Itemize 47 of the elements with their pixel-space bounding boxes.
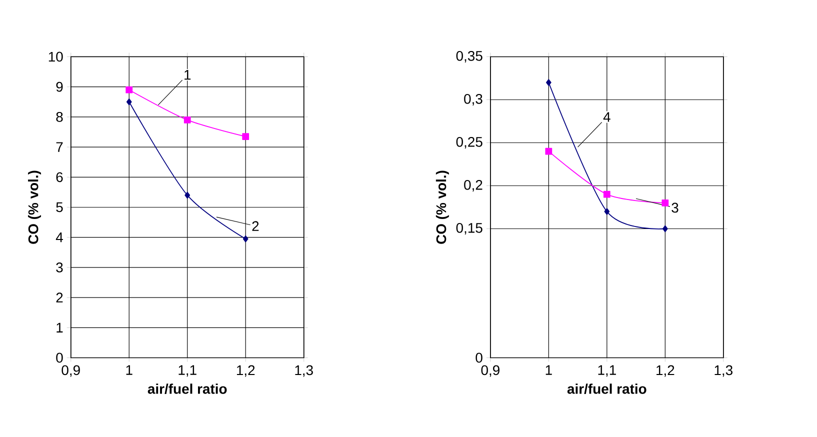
y-tick-label: 0,25 xyxy=(456,136,482,148)
y-tick-label: 0,35 xyxy=(456,50,482,62)
x-tick-label: 1,3 xyxy=(295,365,313,377)
point xyxy=(242,235,248,242)
point xyxy=(184,116,191,124)
y-axis-title: CO (% vol.) xyxy=(28,170,42,244)
y-tick-label: 4 xyxy=(56,232,63,242)
y-tick-label: 5 xyxy=(56,202,63,212)
x-tick-label: 1,2 xyxy=(236,365,255,377)
y-tick-label: 0 xyxy=(476,352,482,363)
y-tick-label: 0,15 xyxy=(456,222,482,234)
point xyxy=(126,86,133,94)
point xyxy=(184,192,190,199)
y-tick-label: 9 xyxy=(56,82,63,92)
point xyxy=(126,98,132,106)
y-tick-label: 7 xyxy=(56,142,63,152)
x-axis-title: air/fuel ratio xyxy=(567,384,646,394)
point xyxy=(242,133,250,140)
y-tick-label: 0 xyxy=(56,352,63,363)
point xyxy=(662,199,669,206)
x-tick-label: 0,9 xyxy=(62,365,80,377)
y-tick-label: 8 xyxy=(56,112,63,122)
x-tick-label: 1,2 xyxy=(656,365,674,377)
y-tick-label: 10 xyxy=(48,52,63,62)
series-label: 2 xyxy=(252,221,259,231)
y-tick-label: 1 xyxy=(56,322,63,332)
x-tick-label: 1,1 xyxy=(598,365,616,377)
point xyxy=(603,190,610,198)
x-tick-label: 1 xyxy=(546,365,552,375)
point xyxy=(545,148,552,155)
text: 4 xyxy=(603,112,610,122)
y-tick-label: 6 xyxy=(56,172,63,182)
x-axis-title: air/fuel ratio xyxy=(148,384,227,394)
y-tick-label: 2 xyxy=(56,292,63,302)
x-tick-label: 1,3 xyxy=(714,365,732,377)
y-tick-label: 0,3 xyxy=(464,94,482,106)
text: 1 xyxy=(184,70,191,80)
point xyxy=(604,208,610,215)
y-tick-label: 3 xyxy=(56,262,63,272)
x-tick-label: 1 xyxy=(126,365,132,375)
point xyxy=(662,225,668,232)
y-axis-title: CO (% vol.) xyxy=(436,170,449,244)
x-tick-label: 0,9 xyxy=(481,365,500,377)
point xyxy=(546,79,552,86)
series-label: 3 xyxy=(672,202,678,213)
x-tick-label: 1,1 xyxy=(178,365,196,377)
y-tick-label: 0,2 xyxy=(464,180,482,192)
